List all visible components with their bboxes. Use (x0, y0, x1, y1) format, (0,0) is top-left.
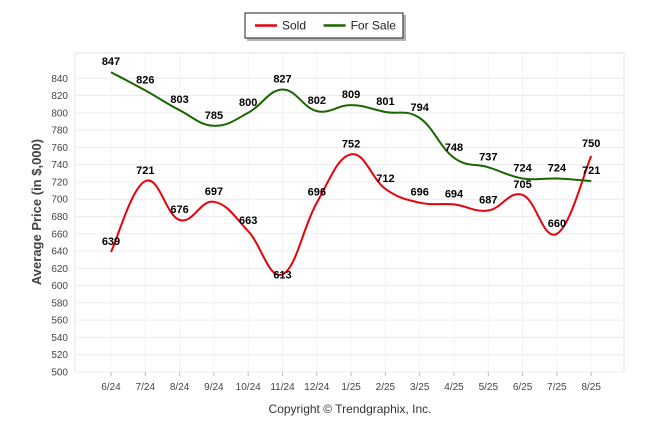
data-label: 801 (376, 96, 394, 108)
data-label: 697 (205, 186, 223, 198)
y-tick-label: 840 (51, 74, 68, 85)
data-label: 827 (273, 74, 291, 86)
axes: 500 520 540 560 580 600 620 640 660 680 700 720 740 7… (51, 74, 601, 393)
legend-label: For Sale (351, 19, 397, 33)
y-tick-label: 760 (51, 143, 68, 154)
y-tick-label: 620 (51, 264, 68, 275)
x-tick-label: 9/24 (204, 382, 224, 393)
legend-item-for-sale[interactable]: For Sale (323, 19, 397, 33)
data-label: 826 (136, 74, 154, 86)
series (110, 71, 593, 276)
x-tick-label: 7/25 (547, 382, 567, 393)
y-tick-label: 600 (51, 281, 68, 292)
data-label: 712 (376, 173, 394, 185)
data-label: 696 (308, 187, 326, 199)
data-label: 721 (136, 165, 154, 177)
copyright-footer: Copyright © Trendgraphix, Inc. (269, 402, 432, 416)
data-label: 613 (273, 269, 291, 281)
plot-area (74, 52, 625, 373)
x-tick-label: 8/24 (170, 382, 190, 393)
data-label: 809 (342, 89, 360, 101)
y-tick-label: 800 (51, 108, 68, 119)
data-label: 785 (205, 110, 223, 122)
data-label: 694 (445, 188, 464, 200)
data-label: 663 (239, 215, 257, 227)
y-tick-label: 700 (51, 195, 68, 206)
y-tick-label: 680 (51, 212, 68, 223)
data-label: 724 (513, 162, 532, 174)
y-tick-label: 720 (51, 177, 68, 188)
data-label: 800 (239, 97, 257, 109)
data-label: 639 (102, 236, 120, 248)
x-tick-label: 6/24 (101, 382, 121, 393)
y-tick-label: 740 (51, 160, 68, 171)
data-label: 660 (548, 218, 566, 230)
data-label: 794 (411, 102, 430, 114)
x-tick-label: 3/25 (410, 382, 430, 393)
data-label: 750 (582, 138, 600, 150)
data-label: 737 (479, 151, 497, 163)
x-tick-label: 1/25 (341, 382, 361, 393)
data-label: 676 (170, 204, 188, 216)
grid (74, 52, 625, 373)
x-tick-label: 8/25 (581, 382, 601, 393)
legend-item-sold[interactable]: Sold (255, 19, 306, 33)
data-label: 724 (548, 162, 567, 174)
y-tick-label: 780 (51, 126, 68, 137)
y-tick-label: 580 (51, 298, 68, 309)
y-tick-label: 640 (51, 247, 68, 258)
data-label: 687 (479, 194, 497, 206)
data-label: 748 (445, 142, 463, 154)
data-label: 696 (411, 187, 429, 199)
y-tick-label: 520 (51, 350, 68, 361)
y-axis-label: Average Price (in $,000) (29, 139, 44, 285)
series-line-sold (110, 153, 593, 276)
legend[interactable]: Sold For Sale (244, 12, 406, 41)
data-label: 802 (308, 95, 326, 107)
x-tick-label: 10/24 (236, 382, 261, 393)
x-tick-label: 12/24 (304, 382, 329, 393)
x-tick-label: 6/25 (513, 382, 533, 393)
y-tick-label: 820 (51, 91, 68, 102)
data-label: 705 (513, 179, 531, 191)
x-tick-label: 7/24 (136, 382, 156, 393)
legend-label: Sold (282, 19, 306, 33)
data-label: 721 (582, 165, 600, 177)
y-tick-label: 500 (51, 368, 68, 379)
series-line-for-sale (110, 71, 592, 183)
y-tick-label: 540 (51, 333, 68, 344)
x-tick-label: 5/25 (479, 382, 499, 393)
x-tick-label: 4/25 (444, 382, 464, 393)
data-labels: 639 721 676 697 663 613 696 752 712 696 694 687 705 6… (102, 56, 601, 281)
y-tick-label: 560 (51, 316, 68, 327)
y-tick-label: 660 (51, 229, 68, 240)
data-label: 803 (170, 94, 188, 106)
x-tick-label: 11/24 (270, 382, 295, 393)
data-label: 847 (102, 56, 120, 68)
data-label: 752 (342, 138, 360, 150)
x-tick-label: 2/25 (376, 382, 396, 393)
